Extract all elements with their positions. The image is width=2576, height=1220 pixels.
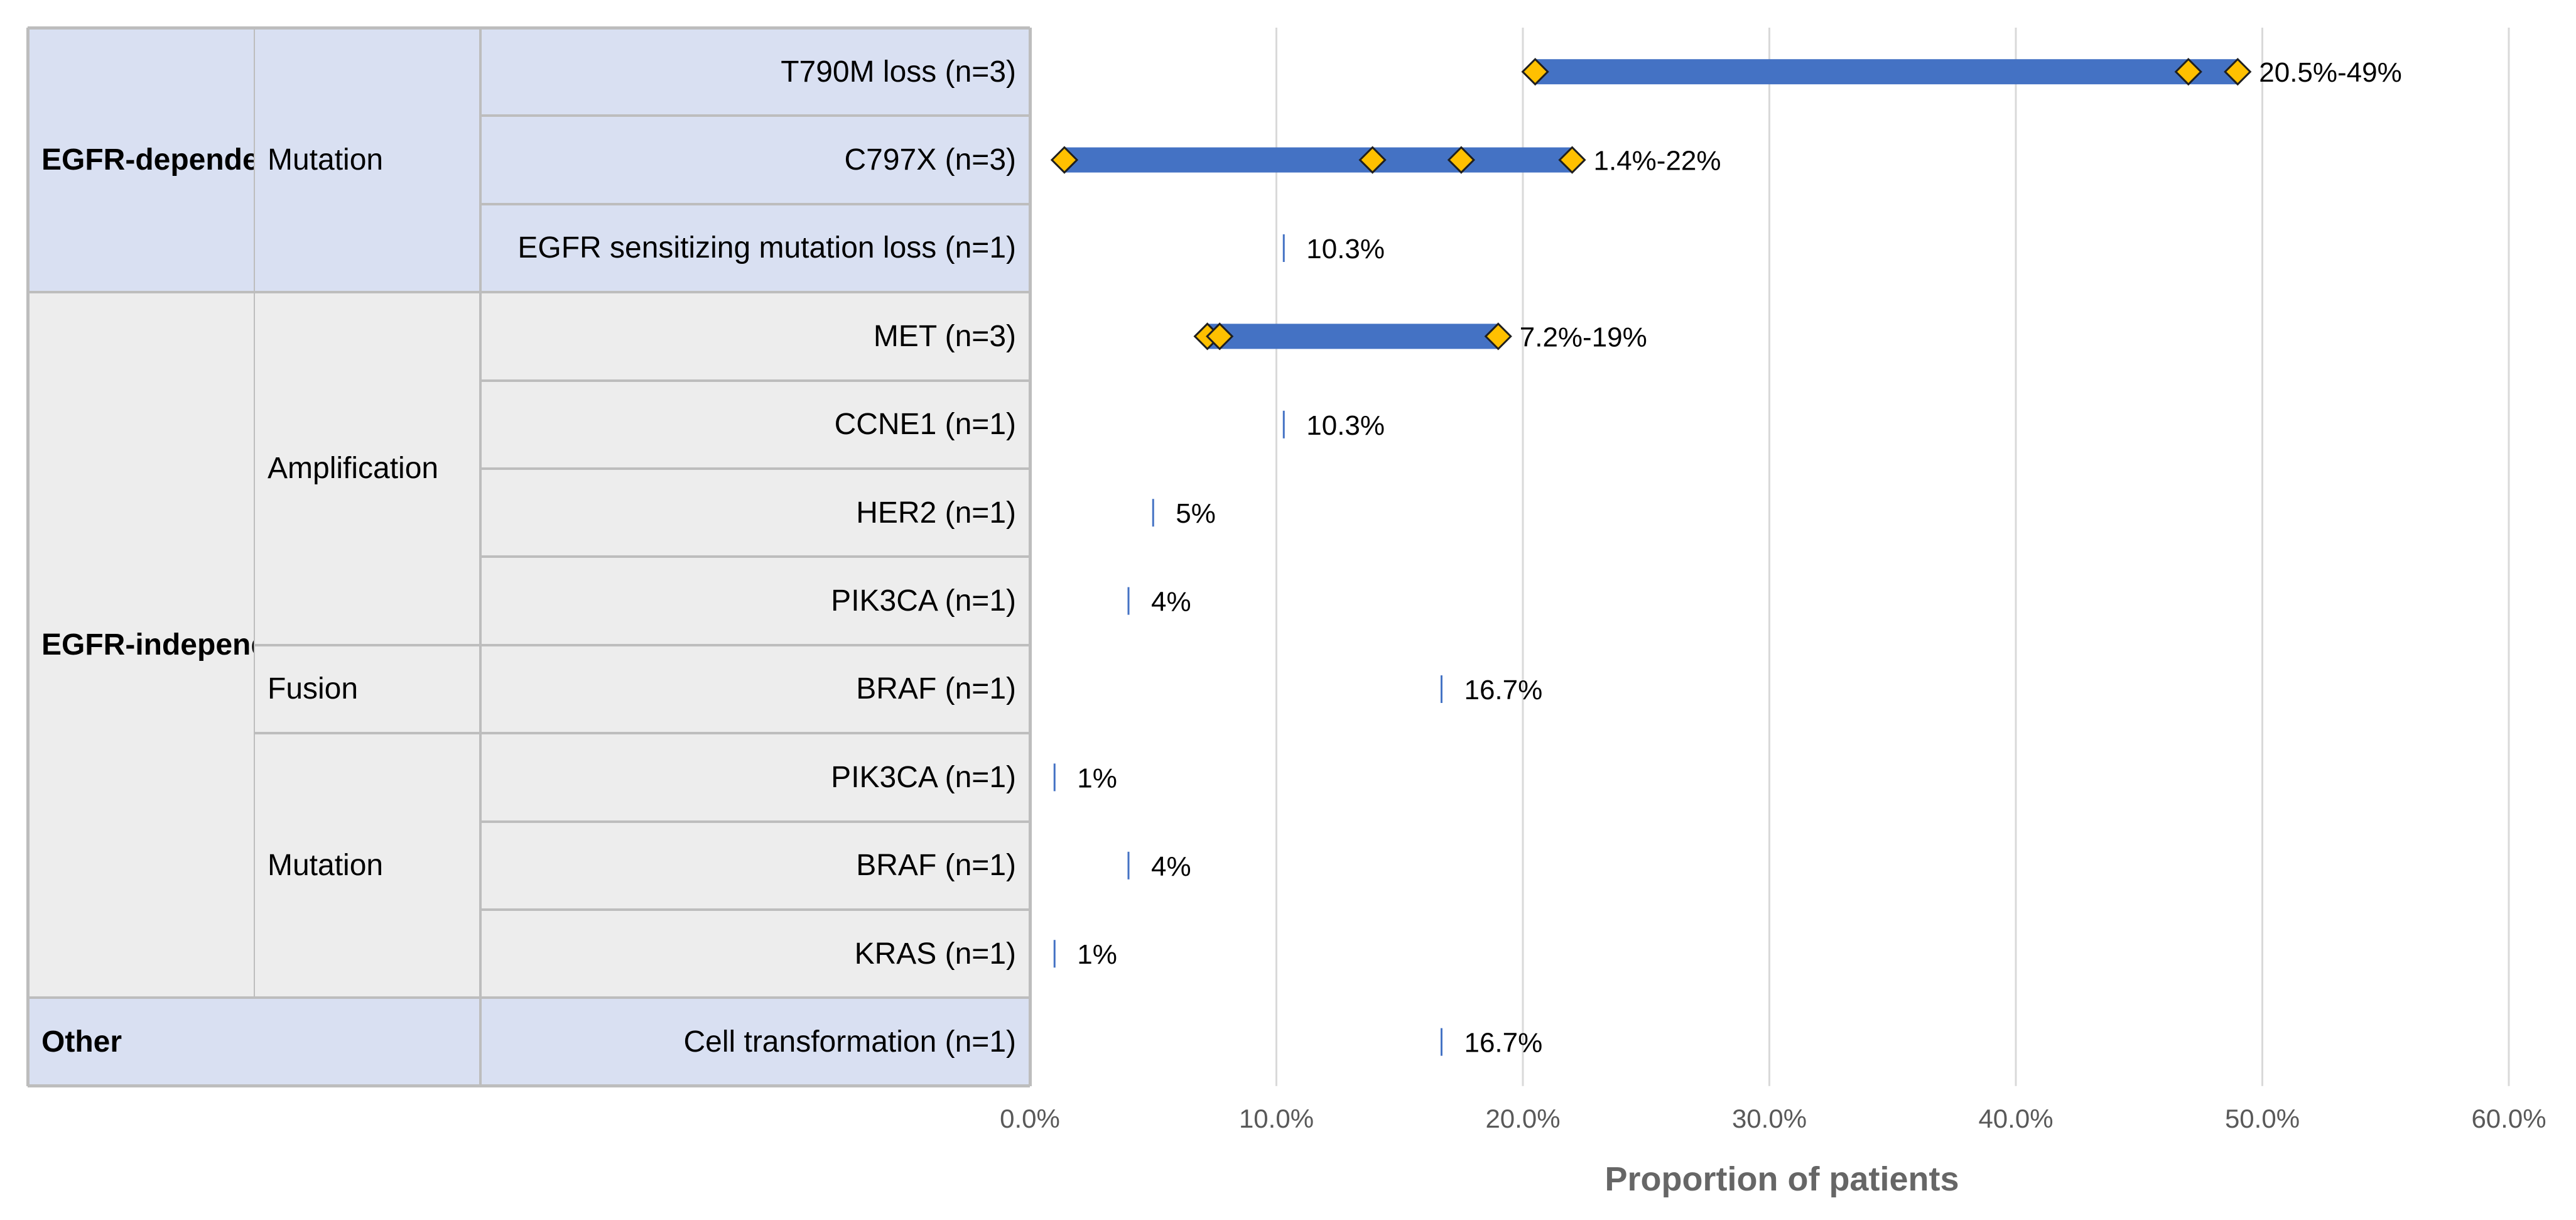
x-tick-label: 10.0% xyxy=(1239,1104,1314,1133)
table-divider xyxy=(479,28,482,1086)
table-divider xyxy=(480,379,1030,382)
study-marker xyxy=(2224,58,2252,86)
subgroup-label: Mutation xyxy=(255,28,480,293)
table-divider xyxy=(26,28,30,1086)
mechanism-label: PIK3CA (n=1) xyxy=(480,733,1030,822)
study-marker xyxy=(1484,322,1512,351)
table-divider xyxy=(28,26,1030,30)
group-label-line: EGFR- xyxy=(41,143,136,177)
mechanism-label: PIK3CA (n=1) xyxy=(480,557,1030,645)
table-divider xyxy=(480,908,1030,911)
range-label: 16.7% xyxy=(1464,675,1542,705)
mechanism-label: CCNE1 (n=1) xyxy=(480,380,1030,469)
study-marker xyxy=(1521,58,1549,86)
study-marker xyxy=(2174,58,2202,86)
mechanism-label: KRAS (n=1) xyxy=(480,910,1030,998)
range-label: 7.2%-19% xyxy=(1520,322,1647,352)
table-divider xyxy=(480,820,1030,823)
range-label: 1% xyxy=(1077,939,1117,970)
group-label-line: Other xyxy=(41,1025,122,1059)
table-divider xyxy=(480,555,1030,558)
range-bar xyxy=(1207,324,1498,349)
range-label: 5% xyxy=(1176,498,1216,529)
x-tick-label: 60.0% xyxy=(2471,1104,2546,1133)
range-label: 1.4%-22% xyxy=(1594,146,1721,177)
mechanism-label: Cell transformation (n=1) xyxy=(480,998,1030,1086)
study-marker xyxy=(1558,146,1586,174)
table-divider xyxy=(255,732,480,735)
subgroup-label: Mutation xyxy=(255,733,480,998)
range-label: 4% xyxy=(1151,851,1191,882)
mechanism-label: BRAF (n=1) xyxy=(480,645,1030,734)
group-label: Other xyxy=(28,998,480,1086)
mechanism-label: BRAF (n=1) xyxy=(480,821,1030,910)
x-tick-label: 30.0% xyxy=(1732,1104,1807,1133)
table-divider xyxy=(28,291,1030,294)
table-divider xyxy=(1028,28,1032,1086)
mechanism-label: T790M loss (n=3) xyxy=(480,28,1030,116)
table-divider xyxy=(480,114,1030,117)
table-divider xyxy=(480,732,1030,735)
table-divider xyxy=(480,467,1030,470)
x-tick-label: 40.0% xyxy=(1978,1104,2053,1133)
range-label: 20.5%-49% xyxy=(2259,57,2401,88)
study-marker xyxy=(1050,146,1079,174)
mechanism-label: C797X (n=3) xyxy=(480,116,1030,204)
subgroup-label: Fusion xyxy=(255,645,480,734)
x-tick-label: 20.0% xyxy=(1485,1104,1560,1133)
study-marker xyxy=(1206,322,1234,351)
x-axis-title: Proportion of patients xyxy=(1605,1160,1959,1198)
mechanism-label: HER2 (n=1) xyxy=(480,469,1030,557)
x-tick-label: 0.0% xyxy=(1000,1104,1060,1133)
study-marker xyxy=(1358,146,1387,174)
table-divider xyxy=(255,643,480,646)
table-divider xyxy=(480,643,1030,646)
x-tick-label: 50.0% xyxy=(2225,1104,2300,1133)
range-label: 4% xyxy=(1151,587,1191,618)
range-bar xyxy=(1064,147,1572,173)
mechanism-label: EGFR sensitizing mutation loss (n=1) xyxy=(480,204,1030,293)
table-divider xyxy=(28,996,1030,999)
subgroup-label: Amplification xyxy=(255,292,480,645)
study-marker xyxy=(1447,146,1475,174)
table-divider xyxy=(28,1084,1030,1088)
range-label: 1% xyxy=(1077,763,1117,793)
range-label: 16.7% xyxy=(1464,1028,1542,1059)
group-label-line: EGFR- xyxy=(41,628,136,662)
range-label: 10.3% xyxy=(1306,234,1385,264)
range-label: 10.3% xyxy=(1306,410,1385,441)
mechanism-label: MET (n=3) xyxy=(480,292,1030,381)
range-bar xyxy=(1535,59,2238,85)
table-divider xyxy=(480,202,1030,205)
